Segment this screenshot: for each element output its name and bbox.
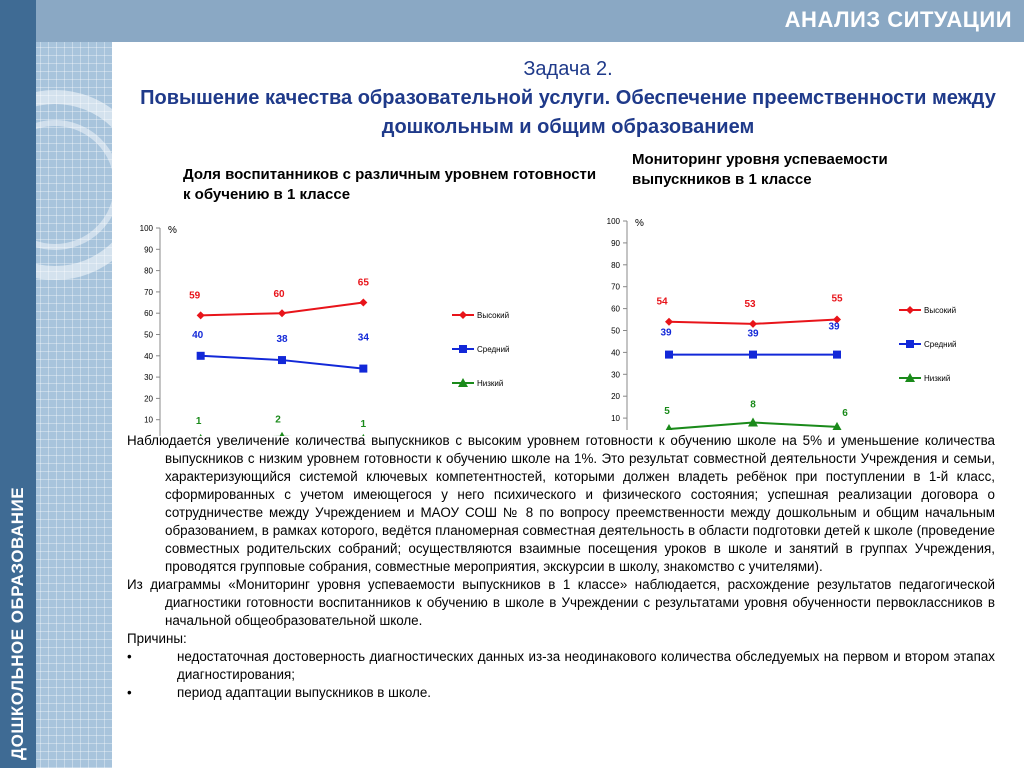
task-number: Задача 2. <box>523 58 613 80</box>
data-label: 60 <box>273 289 285 300</box>
data-label: 2 <box>275 415 281 426</box>
data-label: 65 <box>358 278 370 289</box>
y-tick-label: 50 <box>144 331 153 340</box>
data-point <box>749 350 757 359</box>
data-label: 40 <box>192 330 204 341</box>
y-tick-label: 20 <box>611 392 620 401</box>
y-tick-label: 60 <box>144 309 153 318</box>
legend-marker <box>905 373 915 382</box>
y-tick-label: 10 <box>611 414 620 423</box>
sidebar-label: ДОШКОЛЬНОЕ ОБРАЗОВАНИЕ <box>8 486 27 760</box>
legend-label: Низкий <box>477 379 503 388</box>
data-point <box>665 317 673 326</box>
data-label: 39 <box>747 329 759 340</box>
y-axis-label: % <box>168 225 177 236</box>
data-point <box>278 309 286 318</box>
task-title: Повышение качества образовательной услуг… <box>140 87 996 138</box>
legend-label: Высокий <box>924 306 956 315</box>
data-label: 34 <box>358 333 370 344</box>
y-tick-label: 60 <box>611 305 620 314</box>
y-tick-label: 30 <box>144 373 153 382</box>
slide-content: Задача 2. Повышение качества образовател… <box>112 42 1024 768</box>
data-point <box>279 431 285 436</box>
sidebar-strip: ДОШКОЛЬНОЕ ОБРАЗОВАНИЕ <box>0 0 36 768</box>
data-point <box>748 417 758 427</box>
analysis-paragraph: Из диаграммы «Мониторинг уровня успеваем… <box>127 577 995 628</box>
reason-text: недостаточная достоверность диагностичес… <box>177 649 995 682</box>
y-tick-label: 100 <box>140 224 154 233</box>
data-point <box>749 319 757 328</box>
y-tick-label: 10 <box>144 416 153 425</box>
data-label: 55 <box>831 294 843 305</box>
data-point <box>199 433 202 436</box>
data-label: 39 <box>828 322 840 333</box>
data-label: 1 <box>196 416 202 427</box>
reason-item: • недостаточная достоверность диагностич… <box>127 648 995 684</box>
data-label: 39 <box>660 328 672 339</box>
legend-marker <box>458 378 468 387</box>
data-label: 5 <box>664 406 670 417</box>
data-point <box>359 298 368 307</box>
data-label: 6 <box>842 408 848 419</box>
y-tick-label: 70 <box>611 283 620 292</box>
chart-title: Мониторинг уровня успеваемости выпускник… <box>632 151 888 188</box>
analysis-paragraph: Наблюдается увеличение количества выпуск… <box>127 433 995 574</box>
data-point <box>278 356 286 365</box>
data-label: 38 <box>276 334 288 345</box>
performance-chart: 0102030405060708090100%20102011201254535… <box>607 217 957 430</box>
data-label: 1 <box>361 419 367 430</box>
data-point <box>196 351 205 360</box>
bullet-icon: • <box>127 685 132 700</box>
y-tick-label: 40 <box>611 348 620 357</box>
data-point <box>359 364 368 373</box>
data-label: 53 <box>744 299 756 310</box>
data-label: 54 <box>656 297 668 308</box>
legend-marker <box>906 340 914 348</box>
reason-text: период адаптации выпускников в школе. <box>177 685 432 700</box>
data-point <box>665 424 673 430</box>
y-tick-label: 80 <box>611 261 620 270</box>
y-tick-label: 50 <box>611 327 620 336</box>
chart-title: Доля воспитанников с различным уровнем г… <box>183 166 597 203</box>
y-tick-label: 90 <box>611 239 620 248</box>
data-label: 59 <box>189 290 201 301</box>
header-title: АНАЛИЗ СИТУАЦИИ <box>784 7 1012 32</box>
readiness-chart: 0102030405060708090100%20102011201259606… <box>140 224 510 436</box>
data-point <box>833 315 841 324</box>
y-tick-label: 20 <box>144 394 153 403</box>
legend-marker <box>459 311 467 319</box>
legend-marker <box>459 345 467 353</box>
y-tick-label: 40 <box>144 352 153 361</box>
legend-label: Высокий <box>477 311 509 320</box>
y-tick-label: 100 <box>607 217 621 226</box>
legend-label: Средний <box>477 345 510 354</box>
data-point <box>833 350 841 359</box>
data-point <box>832 421 842 430</box>
legend-label: Средний <box>924 340 957 349</box>
data-label: 8 <box>750 399 756 410</box>
y-tick-label: 30 <box>611 370 620 379</box>
y-tick-label: 80 <box>144 267 153 276</box>
bullet-icon: • <box>127 649 132 664</box>
y-tick-label: 90 <box>144 245 153 254</box>
legend-marker <box>906 306 914 314</box>
y-axis-label: % <box>635 218 644 229</box>
reasons-heading: Причины: <box>127 631 187 646</box>
header-bar: АНАЛИЗ СИТУАЦИИ <box>36 0 1024 42</box>
data-point <box>665 350 673 359</box>
data-point <box>196 311 205 320</box>
reason-item: • период адаптации выпускников в школе. <box>127 684 995 702</box>
legend-label: Низкий <box>924 374 950 383</box>
analysis-text: Наблюдается увеличение количества выпуск… <box>127 432 995 702</box>
y-tick-label: 70 <box>144 288 153 297</box>
data-point <box>362 433 365 436</box>
